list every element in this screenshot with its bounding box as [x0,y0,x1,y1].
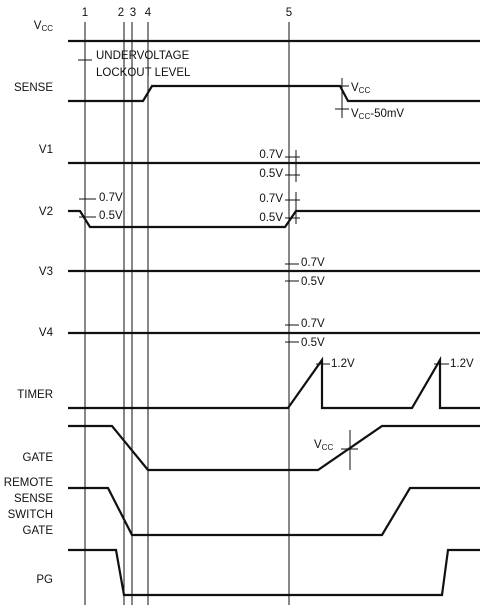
threshold-label: 0.7V [301,257,325,269]
label-sub: CC [359,86,371,95]
signal-label: V4 [39,327,54,339]
signal-label: PG [36,574,53,586]
signal-label: REMOTE [4,477,54,489]
threshold-label: 0.7V [259,193,283,205]
marker-number: 5 [286,7,292,19]
waveform [68,84,480,103]
label-main: V [351,108,359,120]
annotation: LOCKOUT LEVEL [96,67,191,79]
label-suffix: -50mV [370,108,404,120]
annotation: VCC-50mV [351,108,404,121]
marker-number: 2 [118,7,124,19]
threshold-label: 0.7V [259,149,283,161]
label-main: V [351,82,359,94]
signal-label: GATE [23,525,54,537]
signal-label: TIMER [17,389,53,401]
label-sub: CC [41,24,53,33]
annotation: UNDERVOLTAGE [96,50,190,62]
threshold-label: 0.5V [259,168,283,180]
waveform [68,548,480,597]
label-sub: CC [322,443,334,452]
waveform [68,355,480,410]
signal-label: SENSE [14,82,53,94]
marker-number: 3 [130,7,136,19]
signal-label: GATE [23,452,54,464]
signal-label: V1 [39,144,53,156]
marker-lines [84,22,290,605]
threshold-label: 0.5V [301,276,325,288]
label-sub: CC [359,112,371,121]
threshold-label: 0.7V [99,192,123,204]
threshold-label: 0.5V [301,337,325,349]
signal-label: SENSE [14,493,53,505]
waveform [68,424,480,472]
level-label: 1.2V [450,358,474,370]
waveform [68,486,480,537]
waveform [68,209,480,229]
signal-label: V2 [39,206,53,218]
signal-label: SWITCH [8,509,53,521]
marker-number: 4 [145,7,152,19]
label-main: V [314,439,322,451]
annotation: VCC [351,82,370,95]
marker-number: 1 [82,7,88,19]
threshold-label: 0.5V [259,212,283,224]
level-label: VCC [314,439,333,452]
signal-label: VCC [34,20,53,33]
level-label: 1.2V [331,358,355,370]
label-main: V [34,20,42,32]
signal-label: V3 [39,266,53,278]
threshold-label: 0.7V [301,318,325,330]
threshold-label: 0.5V [99,210,123,222]
